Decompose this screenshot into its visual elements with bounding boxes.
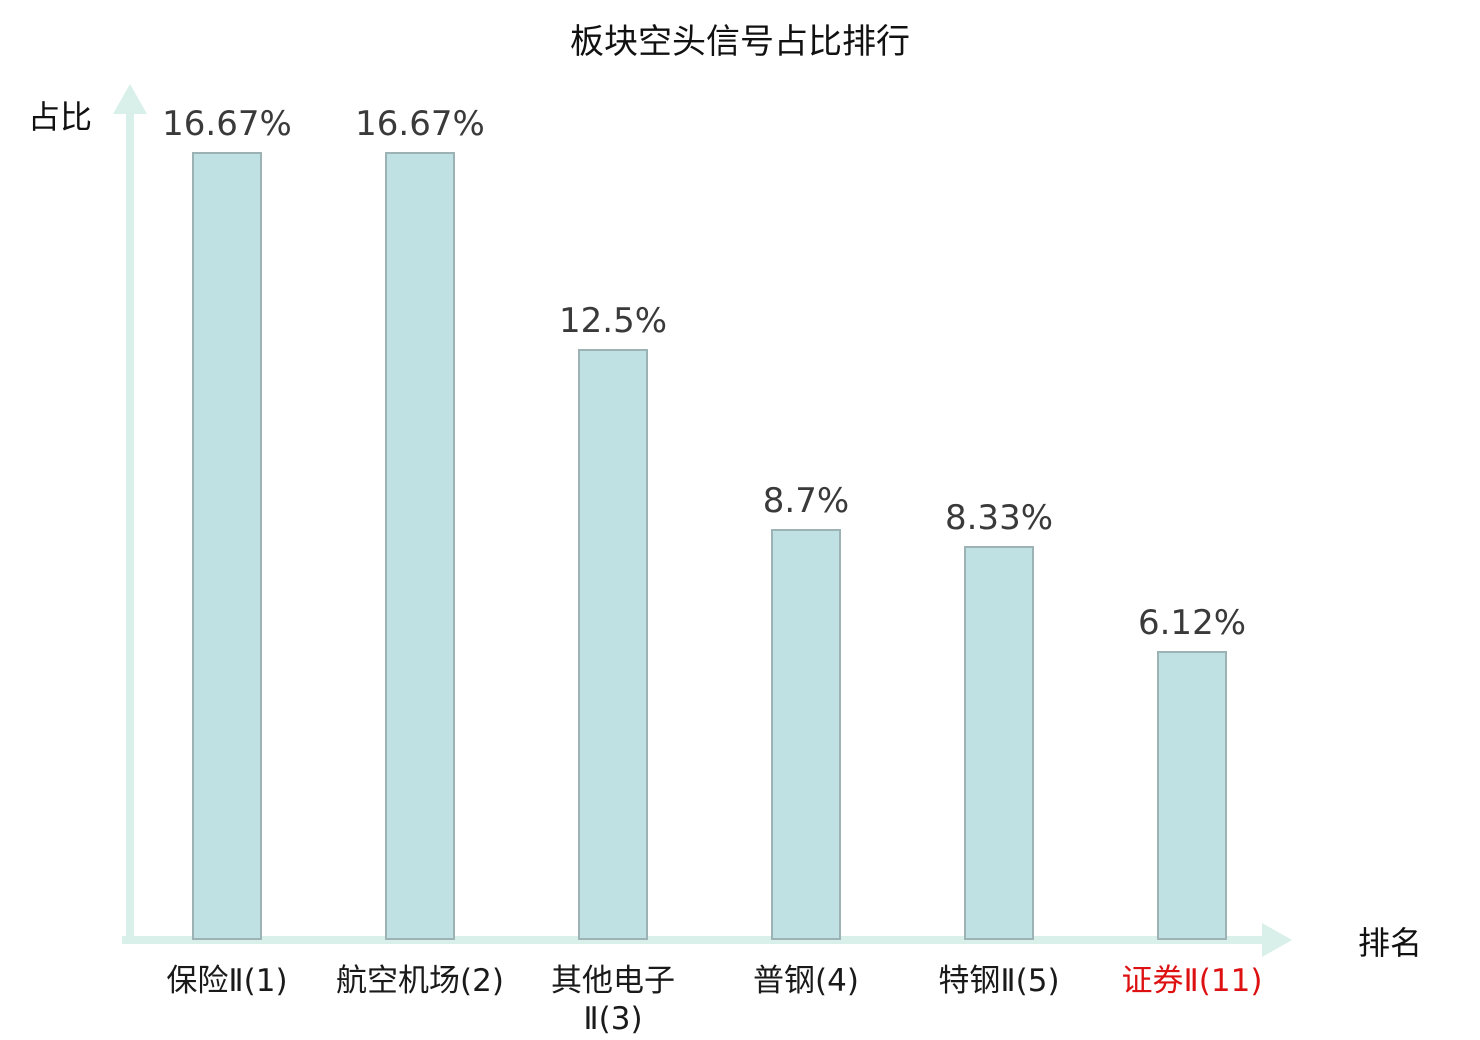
y-axis-arrow-icon: [113, 84, 147, 114]
chart-title: 板块空头信号占比排行: [570, 22, 910, 62]
bar: [385, 152, 455, 940]
bar-category-label: 保险Ⅱ(1): [166, 963, 288, 999]
bar-category-label: 特钢Ⅱ(5): [938, 963, 1060, 999]
bar-category-label: 普钢(4): [753, 963, 859, 999]
bar: [771, 529, 841, 940]
bar: [1157, 651, 1227, 940]
bar-value-label: 8.7%: [762, 481, 850, 521]
bar-value-label: 16.67%: [162, 104, 292, 144]
y-axis-label: 占比: [28, 98, 93, 136]
x-axis-label: 排名: [1358, 924, 1423, 962]
bar-value-label: 6.12%: [1137, 603, 1247, 643]
bar: [192, 152, 262, 940]
x-axis-arrow-icon: [1262, 923, 1292, 957]
bar-category-label: 其他电子 Ⅱ(3): [551, 963, 675, 1037]
bar-value-label: 8.33%: [944, 498, 1054, 538]
bar-value-label: 12.5%: [558, 301, 668, 341]
bar-category-label: 证券Ⅱ(11): [1121, 963, 1263, 999]
y-axis-line: [126, 108, 134, 944]
bar-category-label: 航空机场(2): [336, 963, 504, 999]
x-axis-line: [122, 936, 1266, 944]
bar: [578, 349, 648, 940]
bar: [964, 546, 1034, 940]
bar-value-label: 16.67%: [355, 104, 485, 144]
